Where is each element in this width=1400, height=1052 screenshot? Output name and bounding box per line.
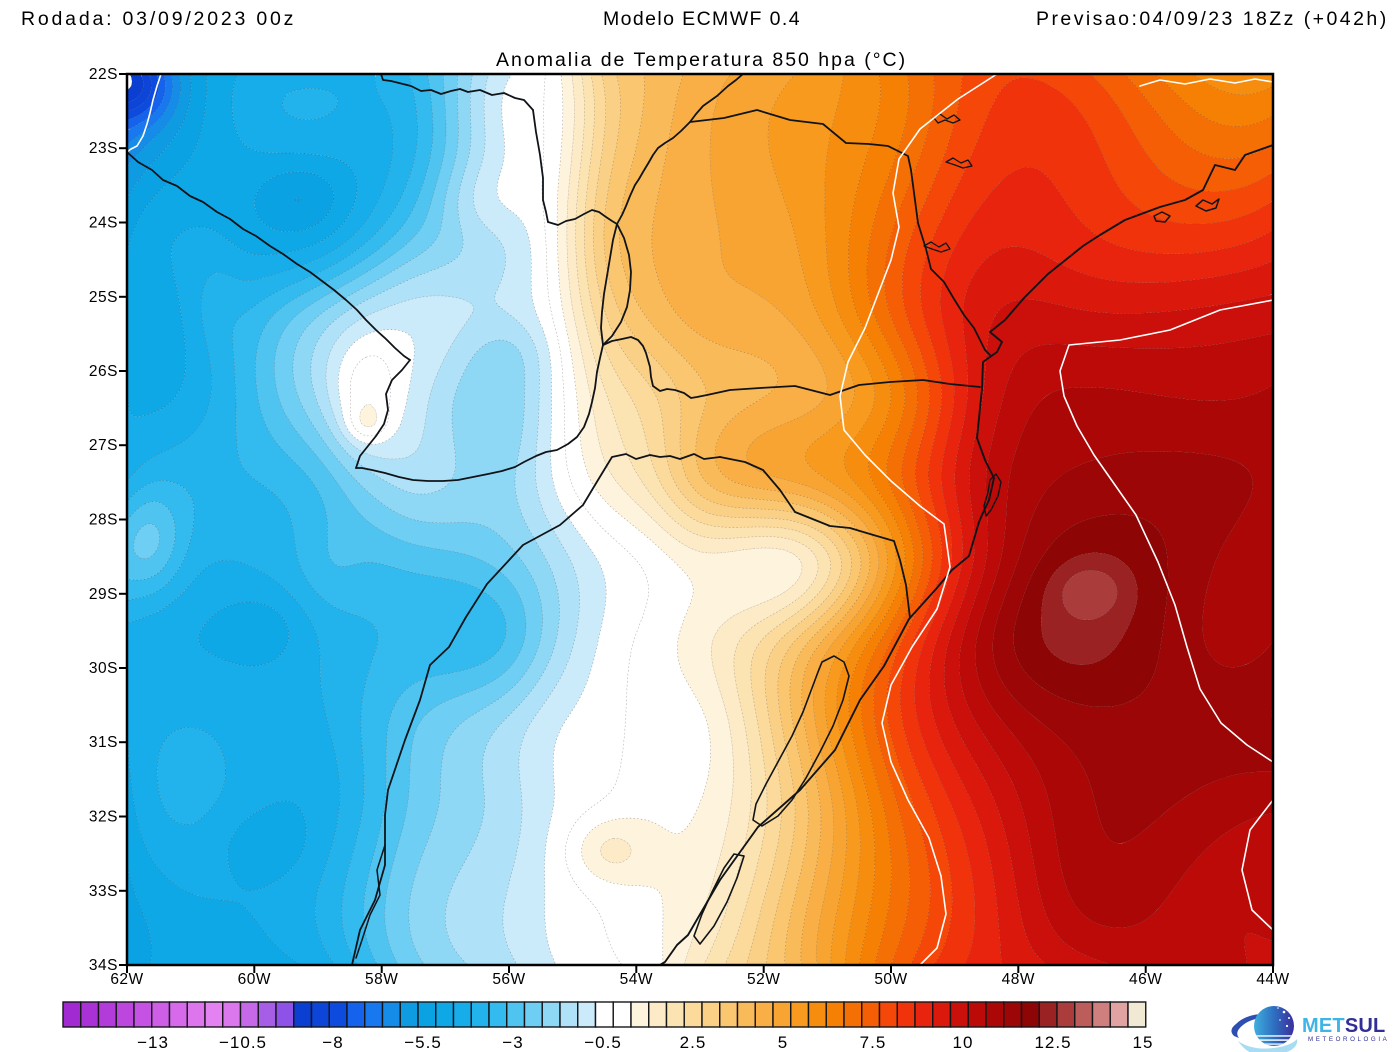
svg-text:5: 5 <box>778 1033 788 1052</box>
svg-text:−5.5: −5.5 <box>404 1033 442 1052</box>
svg-text:30S: 30S <box>89 660 118 677</box>
svg-text:54W: 54W <box>620 971 653 988</box>
svg-text:32S: 32S <box>89 809 118 826</box>
svg-text:2.5: 2.5 <box>680 1033 707 1052</box>
svg-text:33S: 33S <box>89 883 118 900</box>
svg-text:60W: 60W <box>238 971 271 988</box>
svg-text:7.5: 7.5 <box>860 1033 887 1052</box>
svg-text:Previsao:04/09/23 18Zz (+042h): Previsao:04/09/23 18Zz (+042h) <box>1036 8 1389 30</box>
svg-text:Anomalia de Temperatura 850 hp: Anomalia de Temperatura 850 hpa (°C) <box>496 49 907 71</box>
svg-text:METSUL: METSUL <box>1302 1015 1385 1037</box>
svg-text:−13: −13 <box>137 1033 169 1052</box>
svg-text:−10.5: −10.5 <box>219 1033 267 1052</box>
svg-text:56W: 56W <box>492 971 525 988</box>
svg-text:10: 10 <box>953 1033 974 1052</box>
svg-text:−8: −8 <box>322 1033 343 1052</box>
svg-text:44W: 44W <box>1256 971 1289 988</box>
svg-text:25S: 25S <box>89 289 118 306</box>
svg-text:24S: 24S <box>89 215 118 232</box>
svg-text:29S: 29S <box>89 586 118 603</box>
svg-text:22S: 22S <box>89 66 118 83</box>
svg-text:−3: −3 <box>502 1033 523 1052</box>
svg-text:METEOROLOGIA: METEOROLOGIA <box>1308 1036 1389 1043</box>
svg-text:28S: 28S <box>89 512 118 529</box>
svg-text:34S: 34S <box>89 957 118 974</box>
svg-text:50W: 50W <box>874 971 907 988</box>
svg-text:15: 15 <box>1133 1033 1154 1052</box>
svg-text:Modelo ECMWF 0.4: Modelo ECMWF 0.4 <box>603 8 801 30</box>
svg-text:27S: 27S <box>89 437 118 454</box>
svg-text:31S: 31S <box>89 734 118 751</box>
svg-text:26S: 26S <box>89 363 118 380</box>
svg-text:23S: 23S <box>89 140 118 157</box>
svg-text:52W: 52W <box>747 971 780 988</box>
svg-text:58W: 58W <box>365 971 398 988</box>
svg-text:−0.5: −0.5 <box>584 1033 622 1052</box>
svg-text:62W: 62W <box>110 971 143 988</box>
svg-text:Rodada: 03/09/2023 00z: Rodada: 03/09/2023 00z <box>21 8 296 30</box>
svg-text:12.5: 12.5 <box>1034 1033 1071 1052</box>
svg-text:46W: 46W <box>1129 971 1162 988</box>
svg-text:48W: 48W <box>1002 971 1035 988</box>
